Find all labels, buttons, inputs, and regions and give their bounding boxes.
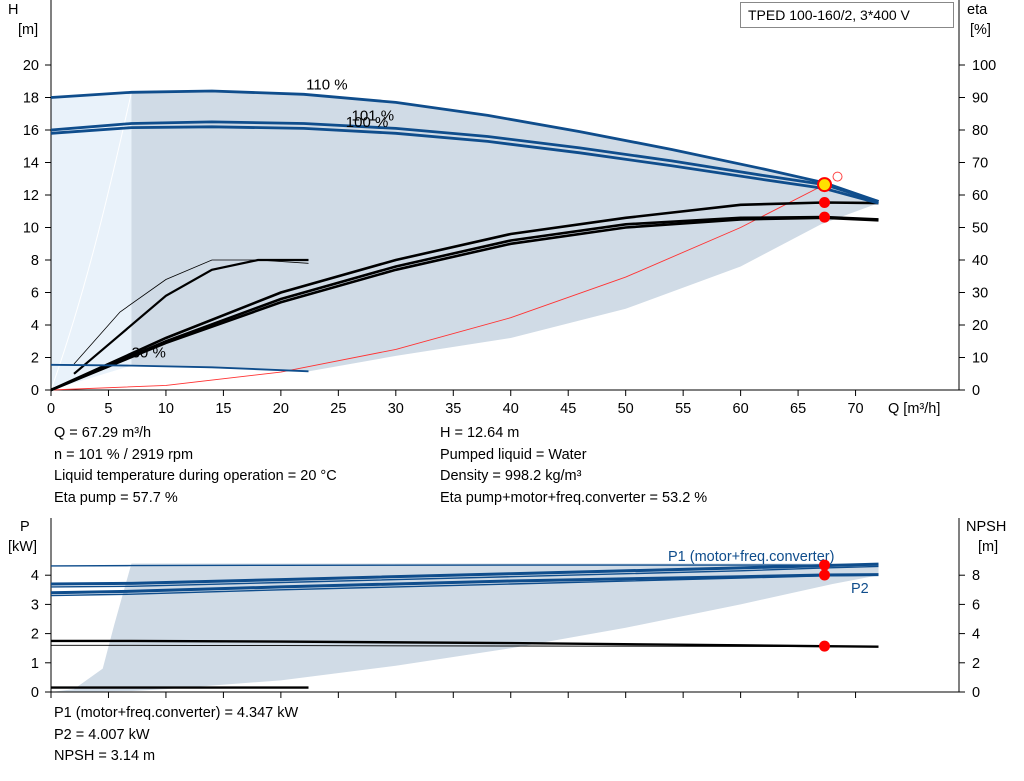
h-tick-label: 16 — [23, 123, 39, 139]
power-curve-p1 — [50, 564, 879, 567]
h-tick-label: 2 — [31, 351, 39, 367]
eta-total-readout: Eta pump+motor+freq.converter = 53.2 % — [440, 489, 708, 506]
info-bottom: P1 (motor+freq.converter) = 4.347 kW P2 … — [54, 703, 298, 768]
eta-tick-label: 10 — [972, 351, 988, 367]
p1-curve-label: P1 (motor+freq.converter) — [668, 549, 834, 565]
p-tick-label: 4 — [31, 568, 39, 584]
qh-low-flow-area — [51, 92, 132, 391]
h-tick-label: 4 — [31, 318, 39, 334]
head-curve — [50, 125, 879, 205]
npsh-tick-label: 0 — [972, 685, 980, 701]
npsh-tick-label: 4 — [972, 627, 980, 643]
duty-point-eta-pump — [819, 196, 831, 208]
q-tick-label: 10 — [158, 401, 174, 417]
temperature-readout: Liquid temperature during operation = 20… — [54, 468, 337, 484]
p-tick-label: 0 — [31, 685, 39, 701]
head-curve-label: 30 % — [132, 345, 166, 362]
eta-tick-label: 0 — [972, 383, 980, 399]
efficiency-curve — [50, 201, 879, 392]
q-tick-label: 65 — [790, 401, 806, 417]
liquid-readout: Pumped liquid = Water — [440, 446, 587, 463]
eta-tick-label: 20 — [972, 318, 988, 334]
q-tick-label: 70 — [847, 401, 863, 417]
eta-tick-label: 60 — [972, 188, 988, 204]
power-operating-area — [51, 563, 879, 692]
eta-tick-label: 50 — [972, 221, 988, 237]
head-curve-label: 100 % — [346, 114, 389, 131]
duty-point-npsh — [819, 640, 831, 652]
p-axis-unit: [kW] — [8, 539, 37, 555]
head-curve — [50, 120, 879, 203]
h-tick-label: 18 — [23, 91, 39, 107]
q-tick-label: 25 — [330, 401, 346, 417]
flow-readout: Q = 67.29 m³/h — [54, 425, 152, 441]
eta-tick-label: 90 — [972, 91, 988, 107]
chart-title: TPED 100-160/2, 3*400 V — [740, 2, 954, 28]
efficiency-curve — [50, 216, 879, 392]
h-tick-label: 0 — [31, 383, 39, 399]
info-left: Q = 67.29 m³/h n = 101 % / 2919 rpm Liqu… — [54, 423, 337, 509]
npsh-tick-label: 8 — [972, 568, 980, 584]
eta-pump-readout: Eta pump = 57.7 % — [54, 489, 178, 506]
p-tick-label: 3 — [31, 597, 39, 613]
p1-readout: P1 (motor+freq.converter) = 4.347 kW — [54, 705, 299, 721]
head-curve-label: 110 % — [306, 76, 347, 93]
head-curve — [50, 363, 309, 373]
q-tick-label: 20 — [273, 401, 289, 417]
h-tick-label: 6 — [31, 286, 39, 302]
q-tick-label: 5 — [104, 401, 112, 417]
system-curve — [50, 184, 825, 391]
eta-axis-title: eta — [967, 2, 988, 18]
duty-point-p2 — [819, 569, 831, 581]
npsh-readout: NPSH = 3.14 m — [54, 748, 156, 764]
density-readout: Density = 998.2 kg/m³ — [440, 468, 582, 484]
p2-curve-label: P2 — [851, 581, 869, 597]
p-tick-label: 1 — [31, 656, 39, 672]
p-axis-title: P — [20, 519, 30, 535]
p2-readout: P2 = 4.007 kW — [54, 726, 150, 743]
npsh-axis-unit: [m] — [978, 539, 998, 555]
h-tick-label: 8 — [31, 253, 39, 269]
h-tick-label: 14 — [23, 156, 39, 172]
q-tick-label: 55 — [675, 401, 691, 417]
npsh-tick-label: 6 — [972, 597, 980, 613]
duty-point-marker — [832, 171, 843, 182]
q-tick-label: 50 — [618, 401, 634, 417]
q-tick-label: 40 — [503, 401, 519, 417]
head-curve-label: 101 % — [352, 107, 395, 124]
speed-readout: n = 101 % / 2919 rpm — [54, 446, 194, 463]
q-axis-title: Q [m³/h] — [888, 401, 940, 417]
h-axis-unit: [m] — [18, 22, 38, 38]
npsh-axis-title: NPSH — [966, 519, 1006, 535]
duty-point-eta-total — [819, 211, 831, 223]
qh-area-boundary — [50, 92, 132, 391]
eta-tick-label: 30 — [972, 286, 988, 302]
p-tick-label: 2 — [31, 627, 39, 643]
eta-tick-label: 40 — [972, 253, 988, 269]
q-tick-label: 35 — [445, 401, 461, 417]
q-tick-label: 45 — [560, 401, 576, 417]
h-tick-label: 10 — [23, 221, 39, 237]
q-tick-label: 60 — [733, 401, 749, 417]
eta-tick-label: 80 — [972, 123, 988, 139]
qh-operating-area — [131, 91, 879, 372]
head-readout: H = 12.64 m — [440, 425, 520, 441]
duty-point-p1 — [819, 559, 831, 571]
q-tick-label: 30 — [388, 401, 404, 417]
head-curve — [50, 89, 879, 203]
h-axis-title: H — [8, 2, 18, 18]
q-tick-label: 0 — [47, 401, 55, 417]
info-right: H = 12.64 m Pumped liquid = Water Densit… — [440, 423, 707, 509]
duty-point-head — [817, 177, 833, 193]
q-tick-label: 15 — [215, 401, 231, 417]
h-tick-label: 20 — [23, 58, 39, 74]
eta-tick-label: 100 — [972, 58, 996, 74]
eta-tick-label: 70 — [972, 156, 988, 172]
h-tick-label: 12 — [23, 188, 39, 204]
efficiency-curve — [73, 258, 309, 375]
npsh-tick-label: 2 — [972, 656, 980, 672]
eta-axis-unit: [%] — [970, 22, 991, 38]
